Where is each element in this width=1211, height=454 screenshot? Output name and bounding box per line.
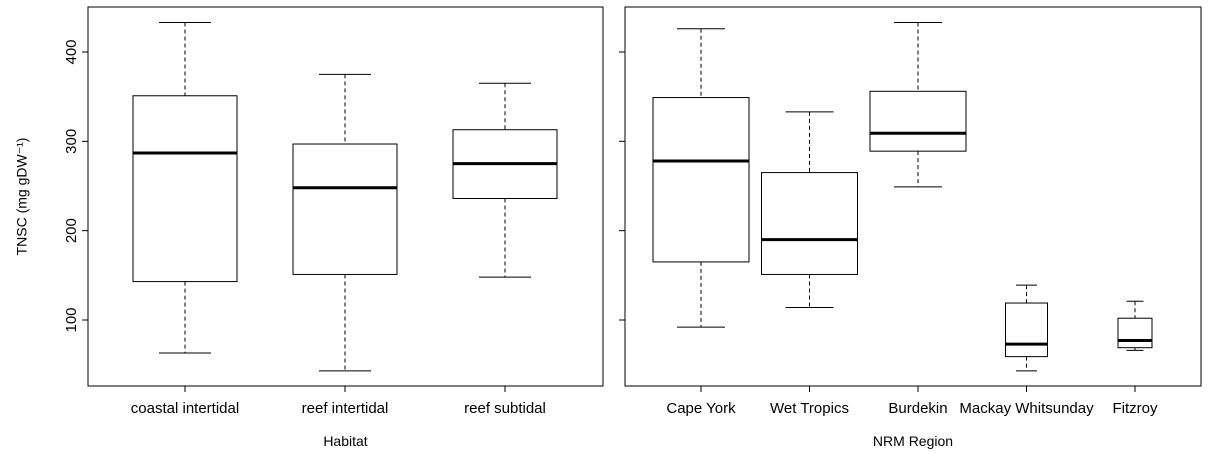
x-tick-label: Fitzroy <box>1113 400 1159 417</box>
x-axis-title: NRM Region <box>873 433 953 449</box>
box-reef-subtidal <box>452 82 558 278</box>
plot-frame <box>624 6 1202 387</box>
box-fitzroy <box>1117 300 1153 351</box>
iqr-box <box>652 97 750 263</box>
iqr-box <box>1005 302 1048 358</box>
iqr-box <box>869 90 967 152</box>
box-mackay-whitsunday <box>1005 284 1048 372</box>
x-tick-label: coastal intertidal <box>131 400 239 417</box>
iqr-box <box>132 95 238 283</box>
chart-panel-2: Cape York Wet Tropics Burdekin Mackay Whits… <box>619 6 1202 449</box>
iqr-box <box>761 172 858 275</box>
x-tick-label: reef intertidal <box>302 400 389 417</box>
iqr-box <box>292 143 398 275</box>
box-cape-york <box>652 28 750 328</box>
box-reef-intertidal <box>292 73 398 372</box>
x-tick-label: Wet Tropics <box>770 400 849 417</box>
box-burdekin <box>869 22 967 188</box>
y-tick-label: 100 <box>63 307 80 332</box>
y-tick-label: 400 <box>63 39 80 64</box>
x-tick-label: Burdekin <box>888 400 947 417</box>
y-axis-title: TNSC (mg gDW⁻¹) <box>14 138 30 256</box>
iqr-box <box>1117 317 1153 349</box>
chart-panel-1: 100 200 300 400 coastal intertidal reef inter… <box>14 6 604 449</box>
x-tick-label: Cape York <box>666 400 736 417</box>
x-tick-label: Mackay Whitsunday <box>959 400 1094 417</box>
box-coastal-intertidal <box>132 22 238 354</box>
x-tick-label: reef subtidal <box>464 400 546 417</box>
x-axis-title: Habitat <box>323 433 367 449</box>
y-tick-label: 200 <box>63 218 80 243</box>
y-tick-label: 300 <box>63 129 80 154</box>
box-wet-tropics <box>761 111 858 308</box>
